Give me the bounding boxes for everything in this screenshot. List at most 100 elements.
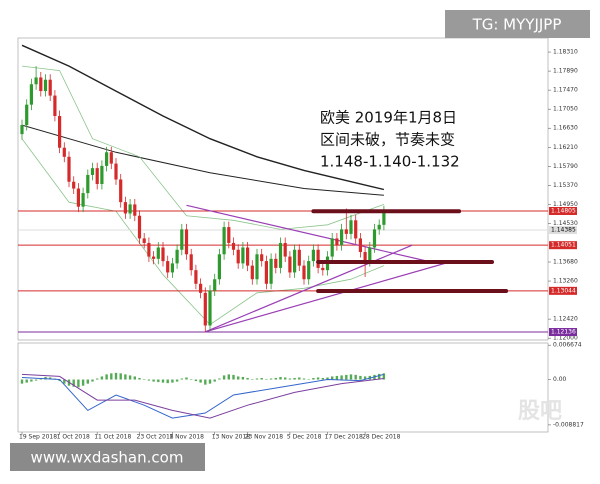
moving-average (21, 44, 385, 191)
x-tick-label: 19 Sep 2018 (19, 434, 57, 441)
macd-bar (72, 379, 75, 387)
candle-body (246, 247, 250, 266)
y-tick-label: 1.14530 (553, 220, 578, 227)
candle-body (86, 174, 90, 194)
candle-body (213, 279, 217, 291)
level-box (549, 226, 577, 235)
candle-body (236, 249, 240, 264)
x-tick-label: 5 Dec 2018 (287, 434, 322, 441)
y-tick-label: 1.13680 (553, 259, 578, 266)
candle-body (180, 229, 184, 250)
candle-body (25, 104, 29, 126)
candle-body (307, 261, 311, 280)
macd-bar (279, 376, 282, 380)
level-box (549, 328, 577, 337)
y-tick-label: 1.17890 (553, 68, 578, 75)
candle-body (39, 77, 43, 92)
level-label: 1.14805 (551, 207, 576, 214)
macd-bar (208, 379, 212, 384)
candle-body (95, 168, 99, 185)
candle-body (250, 265, 254, 280)
macd-bar (260, 377, 263, 380)
candle-body (194, 270, 198, 284)
y-tick-label: 1.13260 (553, 278, 578, 285)
macd-bar (284, 377, 287, 380)
macd-bar (105, 374, 108, 380)
annotation: 区间未破，节奏未变 (320, 131, 455, 149)
candle-body (156, 247, 160, 259)
macd-bar (143, 379, 146, 380)
macd-bar (255, 378, 259, 380)
macd-bar (232, 374, 235, 380)
x-tick-label: 23 Oct 2018 (137, 434, 174, 441)
level-box (549, 241, 577, 250)
macd-bar (157, 379, 160, 383)
macd-bar (152, 379, 155, 382)
candle-body (48, 79, 52, 96)
macd-bar (237, 376, 240, 380)
macd-bar (326, 377, 329, 380)
macd-bar (302, 378, 306, 380)
macd-bar (81, 379, 85, 386)
macd-bar (288, 378, 292, 380)
macd-bar (34, 379, 38, 381)
macd-bar (222, 375, 226, 380)
y-tick-label: 1.17050 (553, 106, 578, 113)
macd-bar (312, 377, 315, 380)
y-tick-label: 1.15370 (553, 182, 578, 189)
candle-body (288, 256, 292, 273)
macd-bar (298, 377, 301, 380)
macd-bar (199, 379, 202, 383)
candle-body (330, 238, 334, 257)
macd-bar (204, 379, 207, 385)
candle-body (344, 229, 348, 234)
candle-body (269, 258, 273, 284)
candle-body (340, 229, 344, 246)
trendline (205, 244, 413, 333)
candle-body (302, 265, 306, 280)
trendline (186, 204, 432, 263)
candle-body (368, 247, 372, 262)
candle-body (105, 152, 109, 166)
candle-body (142, 238, 146, 243)
candle-body (199, 283, 203, 293)
footer-box (10, 443, 205, 471)
badge: TG: MYYJJPP (472, 16, 562, 34)
y-tick-label: 1.12420 (553, 316, 578, 323)
macd-bar (166, 379, 169, 384)
macd-bar (340, 375, 343, 380)
candle-body (363, 252, 367, 262)
candle-body (274, 258, 278, 268)
candle-body (260, 254, 264, 262)
macd-bar (91, 379, 94, 382)
level-label: 1.13044 (551, 287, 576, 294)
annotation: 1.148-1.140-1.132 (320, 153, 460, 171)
candle-body (123, 202, 127, 214)
macd-bar (321, 377, 324, 380)
annotation: 欧美 2019年1月8日 (320, 109, 457, 127)
candle-body (208, 290, 212, 326)
x-tick-label: 13 Nov 2018 (212, 434, 251, 441)
macd-bar (175, 379, 179, 382)
macd-tick-label: -0.008817 (553, 421, 584, 428)
macd-bar (25, 379, 28, 383)
macd-bar (213, 379, 216, 382)
candle-body (62, 147, 66, 157)
candle-body (241, 247, 245, 264)
macd-bar (190, 379, 193, 380)
candle-body (72, 181, 76, 189)
watermark: 股吧 (518, 399, 562, 424)
macd-bar (171, 379, 174, 383)
level-label: 1.14051 (551, 242, 576, 249)
candle-body (137, 215, 142, 239)
candle-body (166, 261, 170, 273)
macd-bar (349, 374, 353, 380)
macd-line (21, 373, 384, 419)
macd-bar (335, 375, 339, 380)
candle-body (128, 204, 132, 214)
candle-body (81, 193, 85, 207)
macd-bar (86, 379, 89, 384)
candle-body (321, 267, 325, 271)
y-tick-label: 1.16630 (553, 125, 578, 132)
macd-bar (20, 379, 24, 384)
